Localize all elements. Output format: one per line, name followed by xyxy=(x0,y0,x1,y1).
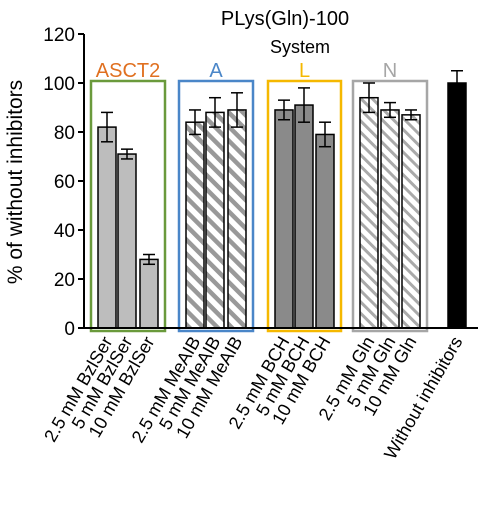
system-label-asct2: ASCT2 xyxy=(96,60,160,82)
system-box-l xyxy=(266,79,343,333)
chart-subtitle: System xyxy=(270,37,330,57)
y-tick-label: 40 xyxy=(54,221,75,242)
error-bars xyxy=(101,70,463,266)
system-box-n xyxy=(351,79,429,333)
bars xyxy=(97,82,467,329)
system-label-l: L xyxy=(299,60,310,82)
chart-title: PLys(Gln)-100 xyxy=(221,8,349,30)
system-label-a: A xyxy=(209,60,223,82)
bar xyxy=(205,111,225,329)
y-tick-label: 0 xyxy=(64,319,75,340)
bar xyxy=(315,133,335,329)
bar xyxy=(447,82,467,329)
bar xyxy=(227,109,247,329)
system-label-n: N xyxy=(383,60,397,82)
bar xyxy=(139,258,159,329)
bar xyxy=(294,104,314,329)
bar xyxy=(117,153,137,329)
bar xyxy=(185,121,205,329)
bar xyxy=(359,96,379,329)
bar xyxy=(380,109,400,329)
y-tick-label: 120 xyxy=(43,25,75,46)
y-tick-label: 100 xyxy=(43,74,75,95)
y-tick-label: 60 xyxy=(54,172,75,193)
y-tick-label: 20 xyxy=(54,270,75,291)
bar xyxy=(97,126,117,329)
bar xyxy=(401,114,421,329)
system-boxes: ASCT2 A L N xyxy=(89,60,429,333)
y-axis: 0 20 40 60 80 100 120 xyxy=(43,25,478,340)
system-box-asct2 xyxy=(89,79,167,333)
y-tick-label: 80 xyxy=(54,123,75,144)
y-axis-label: % of without inhibitors xyxy=(4,80,27,284)
system-box-a xyxy=(177,79,255,333)
bar xyxy=(274,109,294,329)
